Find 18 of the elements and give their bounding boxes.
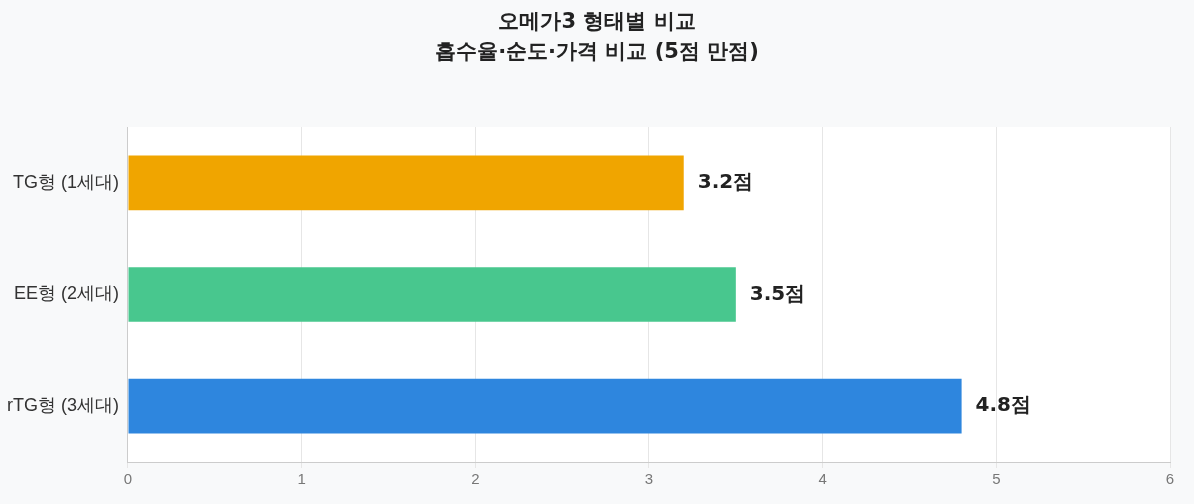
data-label: 3.5점 <box>749 280 806 305</box>
x-tick-label: 6 <box>1165 470 1175 488</box>
x-tick-label: 5 <box>992 470 1001 488</box>
data-label: 4.8점 <box>975 392 1032 417</box>
y-tick-label: EE형 (2세대) <box>13 283 119 304</box>
chart-title: 오메가3 형태별 비교 <box>497 8 697 35</box>
x-tick-label: 3 <box>644 470 654 488</box>
bar <box>128 267 736 322</box>
data-label: 3.2점 <box>697 169 754 194</box>
x-tick-label: 1 <box>297 470 306 488</box>
bar <box>128 155 684 211</box>
y-tick-label: rTG형 (3세대) <box>6 395 119 416</box>
y-tick-label: TG형 (1세대) <box>12 171 119 192</box>
x-tick-label: 0 <box>123 470 133 488</box>
bar <box>128 378 962 434</box>
chart-subtitle: 흡수율·순도·가격 비교 (5점 만점) <box>434 38 760 65</box>
x-tick-label: 4 <box>818 470 827 488</box>
x-tick-label: 2 <box>471 470 480 488</box>
